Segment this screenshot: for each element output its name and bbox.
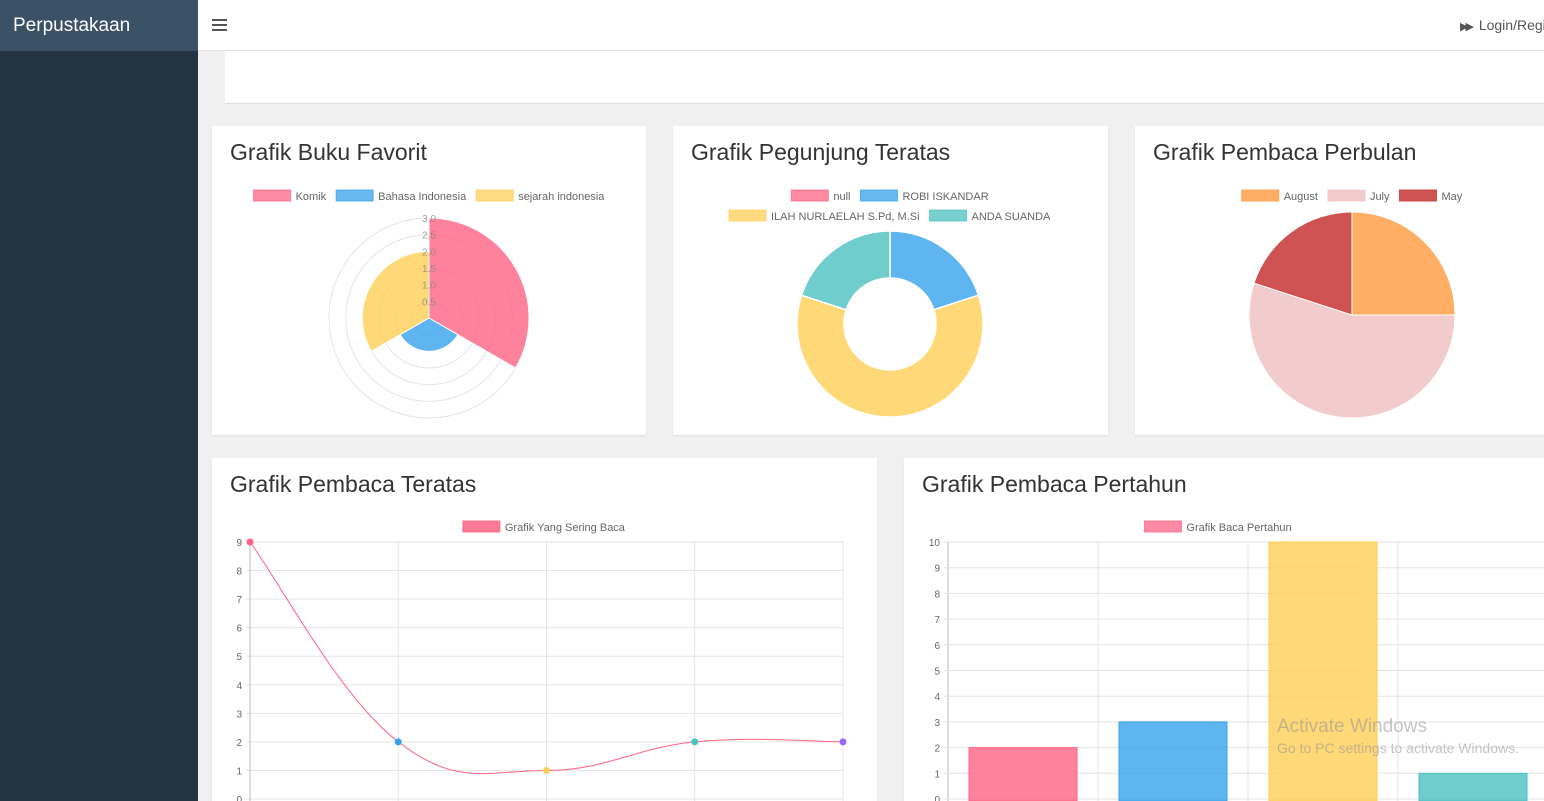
y-tick-label: 3 — [934, 718, 940, 729]
card-pembaca-perbulan: Grafik Pembaca Perbulan August July May — [1135, 126, 1544, 435]
y-tick-label: 0 — [236, 795, 242, 801]
y-tick-label: 1 — [236, 766, 242, 777]
polar-slice — [361, 250, 430, 353]
polar-tick-label: 2.5 — [422, 231, 436, 242]
polar-tick-label: 3.0 — [422, 214, 436, 225]
data-point — [246, 538, 254, 546]
data-point — [691, 738, 699, 746]
series-line — [249, 541, 844, 775]
bar-chart: Grafik Baca Pertahun 0 1 2 3 4 5 6 7 8 9 10 — [929, 520, 1544, 801]
card-buku-favorit: Grafik Buku Favorit Komik Bahasa Indonesi… — [212, 126, 646, 435]
doughnut-segment — [796, 294, 984, 418]
legend-label: null — [833, 191, 850, 203]
legend-label: May — [1442, 191, 1463, 203]
legend-swatch — [929, 209, 968, 222]
y-tick-label: 10 — [929, 538, 941, 549]
doughnut-segment — [800, 230, 891, 311]
legend-swatch — [728, 209, 767, 222]
legend-label: Grafik Baca Pertahun — [1186, 522, 1291, 534]
polar-tick-label: 1.5 — [422, 264, 436, 275]
polar-tick-label: 1.0 — [422, 281, 436, 292]
legend-label: Komik — [296, 191, 327, 203]
watermark-line1: Activate Windows — [1277, 716, 1427, 737]
polar-slice — [399, 317, 459, 352]
sidebar: Perpustakaan — [0, 0, 198, 801]
legend-swatch — [1143, 520, 1182, 533]
legend-swatch — [1241, 189, 1280, 202]
legend-swatch — [335, 189, 374, 202]
line-chart: Grafik Yang Sering Baca 0 1 2 3 4 5 6 7 8 9 — [236, 520, 847, 801]
legend-swatch — [859, 189, 898, 202]
bar — [1268, 541, 1378, 801]
fast-forward-icon: ▶▶ — [1460, 21, 1474, 33]
data-point — [543, 766, 550, 774]
doughnut-chart: null ROBI ISKANDAR ILAH NURLAELAH S.Pd, M.… — [728, 189, 1052, 418]
legend-label: Bahasa Indonesia — [378, 191, 467, 203]
y-tick-label: 2 — [236, 738, 242, 749]
pie-chart: August July May — [1241, 189, 1463, 419]
card-title: Grafik Pembaca Pertahun — [922, 471, 1187, 497]
bar — [1118, 721, 1228, 801]
top-navbar: ▶▶ Login/Regi — [198, 0, 1544, 51]
y-tick-label: 0 — [934, 795, 940, 801]
data-point — [839, 738, 847, 746]
legend-swatch — [253, 189, 292, 202]
data-point — [394, 738, 402, 746]
card-title: Grafik Pembaca Teratas — [230, 471, 477, 497]
y-tick-label: 8 — [236, 567, 242, 578]
hamburger-menu-icon[interactable] — [212, 19, 227, 32]
header-panel — [225, 51, 1544, 104]
y-tick-label: 4 — [934, 692, 940, 703]
y-tick-label: 1 — [934, 769, 940, 780]
polar-tick-label: 0.5 — [422, 297, 436, 308]
y-tick-label: 6 — [236, 624, 242, 635]
legend-label: July — [1370, 191, 1390, 203]
polar-slice — [428, 217, 530, 369]
card-title: Grafik Buku Favorit — [230, 139, 427, 165]
y-tick-label: 7 — [236, 595, 242, 606]
bar — [968, 747, 1078, 801]
polar-tick-label: 2.0 — [422, 247, 436, 258]
legend-label: ROBI ISKANDAR — [902, 191, 988, 203]
legend-swatch — [475, 189, 514, 202]
y-tick-label: 8 — [934, 589, 940, 600]
legend-label: August — [1284, 191, 1318, 203]
legend-label: ANDA SUANDA — [972, 211, 1052, 223]
pie-slice — [1248, 282, 1456, 419]
legend-swatch — [462, 520, 501, 533]
y-tick-label: 5 — [934, 667, 940, 678]
login-register-link[interactable]: ▶▶ Login/Regi — [1460, 17, 1544, 33]
y-tick-label: 9 — [236, 538, 242, 549]
doughnut-segment — [889, 230, 980, 311]
y-tick-label: 6 — [934, 641, 940, 652]
bar — [1418, 772, 1528, 801]
card-pembaca-teratas: Grafik Pembaca Teratas Grafik Yang Serin… — [212, 458, 877, 801]
y-tick-label: 9 — [934, 564, 940, 575]
watermark-line2: Go to PC settings to activate Windows. — [1277, 740, 1519, 756]
pie-slice — [1253, 211, 1353, 316]
activate-windows-watermark: Activate Windows Go to PC settings to ac… — [1277, 716, 1519, 756]
legend-label: sejarah indonesia — [518, 191, 605, 203]
legend-swatch — [1399, 189, 1438, 202]
polar-area-chart: Komik Bahasa Indonesia sejarah indonesia 0.… — [253, 189, 605, 419]
legend-swatch — [790, 189, 829, 202]
legend-label: ILAH NURLAELAH S.Pd, M.Si — [771, 211, 920, 223]
card-title: Grafik Pegunjung Teratas — [691, 139, 951, 165]
y-tick-label: 2 — [934, 744, 940, 755]
y-tick-label: 5 — [236, 652, 242, 663]
pie-slice — [1351, 211, 1456, 316]
legend-swatch — [1327, 189, 1366, 202]
y-tick-label: 7 — [934, 615, 940, 626]
brand-title[interactable]: Perpustakaan — [0, 0, 198, 51]
y-tick-label: 4 — [236, 681, 242, 692]
card-pegunjung-teratas: Grafik Pegunjung Teratas null ROBI ISKAND… — [673, 126, 1108, 435]
legend-label: Grafik Yang Sering Baca — [505, 522, 626, 534]
card-title: Grafik Pembaca Perbulan — [1153, 139, 1417, 165]
card-pembaca-pertahun: Grafik Pembaca Pertahun Grafik Baca Pert… — [904, 458, 1544, 801]
y-tick-label: 3 — [236, 709, 242, 720]
login-register-label: Login/Regi — [1478, 17, 1544, 33]
